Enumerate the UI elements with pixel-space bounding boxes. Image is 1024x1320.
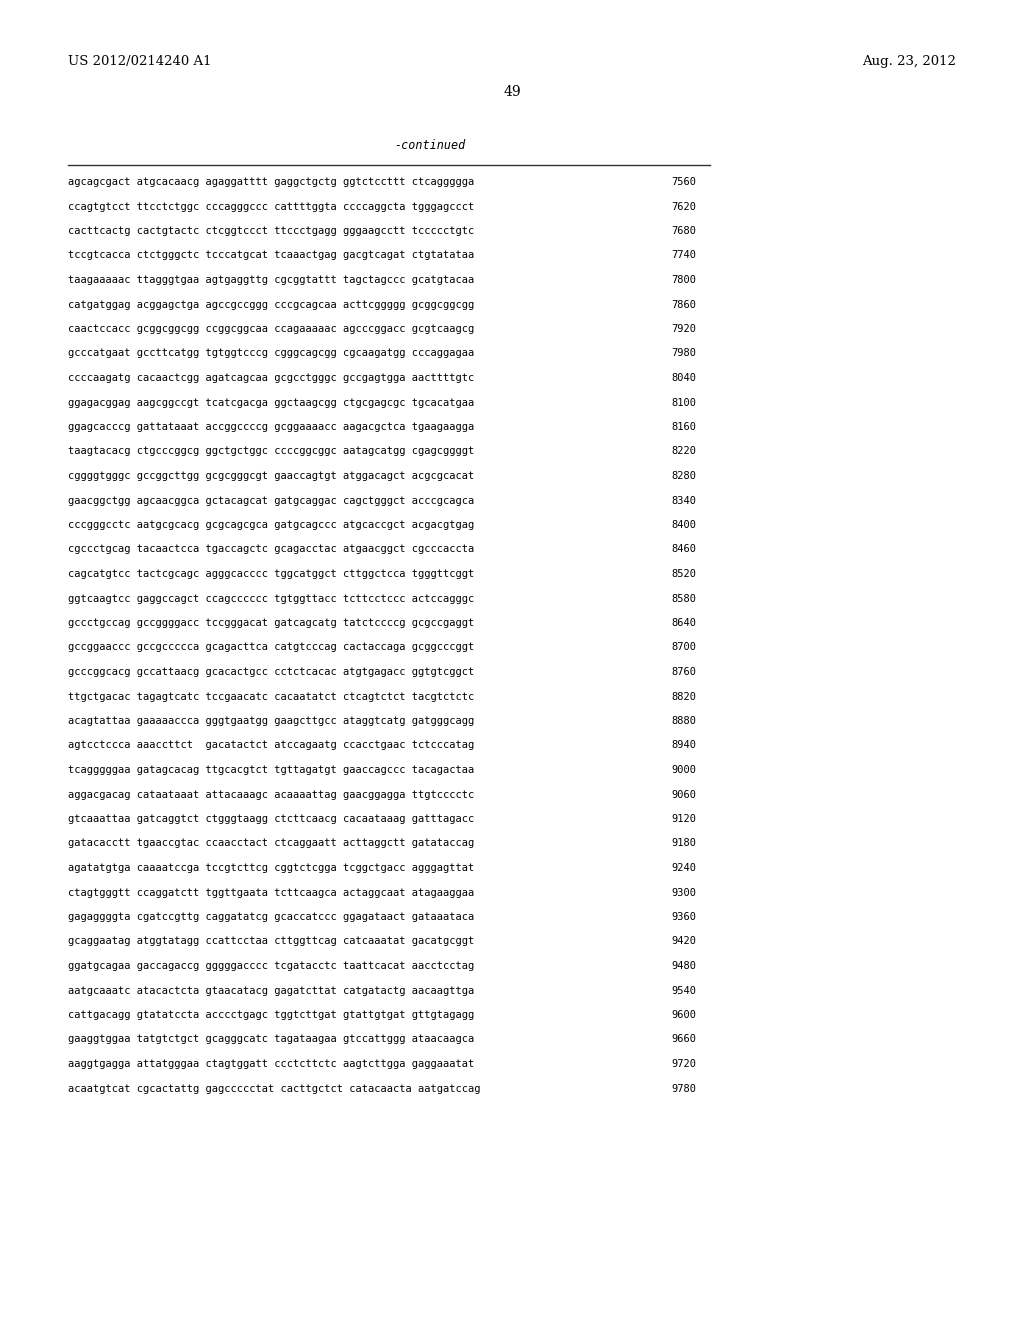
Text: acaatgtcat cgcactattg gagccccctat cacttgctct catacaacta aatgatccag: acaatgtcat cgcactattg gagccccctat cacttg… (68, 1084, 480, 1093)
Text: cgccctgcag tacaactcca tgaccagctc gcagacctac atgaacggct cgcccaccta: cgccctgcag tacaactcca tgaccagctc gcagacc… (68, 544, 474, 554)
Text: 8400: 8400 (671, 520, 696, 531)
Text: 7560: 7560 (671, 177, 696, 187)
Text: 9720: 9720 (671, 1059, 696, 1069)
Text: US 2012/0214240 A1: US 2012/0214240 A1 (68, 55, 212, 69)
Text: gatacacctt tgaaccgtac ccaacctact ctcaggaatt acttaggctt gatataccag: gatacacctt tgaaccgtac ccaacctact ctcagga… (68, 838, 474, 849)
Text: 8700: 8700 (671, 643, 696, 652)
Text: ggagacggag aagcggccgt tcatcgacga ggctaagcgg ctgcgagcgc tgcacatgaa: ggagacggag aagcggccgt tcatcgacga ggctaag… (68, 397, 474, 408)
Text: 7800: 7800 (671, 275, 696, 285)
Text: Aug. 23, 2012: Aug. 23, 2012 (862, 55, 956, 69)
Text: gcccggcacg gccattaacg gcacactgcc cctctcacac atgtgagacc ggtgtcggct: gcccggcacg gccattaacg gcacactgcc cctctca… (68, 667, 474, 677)
Text: 9000: 9000 (671, 766, 696, 775)
Text: 8880: 8880 (671, 715, 696, 726)
Text: 7620: 7620 (671, 202, 696, 211)
Text: 9420: 9420 (671, 936, 696, 946)
Text: 9660: 9660 (671, 1035, 696, 1044)
Text: gccggaaccc gccgccccca gcagacttca catgtcccag cactaccaga gcggcccggt: gccggaaccc gccgccccca gcagacttca catgtcc… (68, 643, 474, 652)
Text: 9540: 9540 (671, 986, 696, 995)
Text: tcagggggaa gatagcacag ttgcacgtct tgttagatgt gaaccagccc tacagactaa: tcagggggaa gatagcacag ttgcacgtct tgttaga… (68, 766, 474, 775)
Text: gcaggaatag atggtatagg ccattcctaa cttggttcag catcaaatat gacatgcggt: gcaggaatag atggtatagg ccattcctaa cttggtt… (68, 936, 474, 946)
Text: 9060: 9060 (671, 789, 696, 800)
Text: ccccaagatg cacaactcgg agatcagcaa gcgcctgggc gccgagtgga aacttttgtc: ccccaagatg cacaactcgg agatcagcaa gcgcctg… (68, 374, 474, 383)
Text: 8280: 8280 (671, 471, 696, 480)
Text: 8940: 8940 (671, 741, 696, 751)
Text: 8820: 8820 (671, 692, 696, 701)
Text: 7980: 7980 (671, 348, 696, 359)
Text: 8580: 8580 (671, 594, 696, 603)
Text: ggatgcagaa gaccagaccg gggggacccc tcgatacctc taattcacat aacctcctag: ggatgcagaa gaccagaccg gggggacccc tcgatac… (68, 961, 474, 972)
Text: 49: 49 (503, 84, 521, 99)
Text: 7740: 7740 (671, 251, 696, 260)
Text: 7920: 7920 (671, 323, 696, 334)
Text: cccgggcctc aatgcgcacg gcgcagcgca gatgcagccc atgcaccgct acgacgtgag: cccgggcctc aatgcgcacg gcgcagcgca gatgcag… (68, 520, 474, 531)
Text: taagaaaaac ttagggtgaa agtgaggttg cgcggtattt tagctagccc gcatgtacaa: taagaaaaac ttagggtgaa agtgaggttg cgcggta… (68, 275, 474, 285)
Text: cggggtgggc gccggcttgg gcgcgggcgt gaaccagtgt atggacagct acgcgcacat: cggggtgggc gccggcttgg gcgcgggcgt gaaccag… (68, 471, 474, 480)
Text: 8640: 8640 (671, 618, 696, 628)
Text: 9120: 9120 (671, 814, 696, 824)
Text: ctagtgggtt ccaggatctt tggttgaata tcttcaagca actaggcaat atagaaggaa: ctagtgggtt ccaggatctt tggttgaata tcttcaa… (68, 887, 474, 898)
Text: cagcatgtcc tactcgcagc agggcacccc tggcatggct cttggctcca tgggttcggt: cagcatgtcc tactcgcagc agggcacccc tggcatg… (68, 569, 474, 579)
Text: agatatgtga caaaatccga tccgtcttcg cggtctcgga tcggctgacc agggagttat: agatatgtga caaaatccga tccgtcttcg cggtctc… (68, 863, 474, 873)
Text: tccgtcacca ctctgggctc tcccatgcat tcaaactgag gacgtcagat ctgtatataa: tccgtcacca ctctgggctc tcccatgcat tcaaact… (68, 251, 474, 260)
Text: 9480: 9480 (671, 961, 696, 972)
Text: gcccatgaat gccttcatgg tgtggtcccg cgggcagcgg cgcaagatgg cccaggagaa: gcccatgaat gccttcatgg tgtggtcccg cgggcag… (68, 348, 474, 359)
Text: 7860: 7860 (671, 300, 696, 309)
Text: 8160: 8160 (671, 422, 696, 432)
Text: 8340: 8340 (671, 495, 696, 506)
Text: 9360: 9360 (671, 912, 696, 921)
Text: ggtcaagtcc gaggccagct ccagcccccc tgtggttacc tcttcctccc actccagggc: ggtcaagtcc gaggccagct ccagcccccc tgtggtt… (68, 594, 474, 603)
Text: agcagcgact atgcacaacg agaggatttt gaggctgctg ggtctccttt ctcaggggga: agcagcgact atgcacaacg agaggatttt gaggctg… (68, 177, 474, 187)
Text: 7680: 7680 (671, 226, 696, 236)
Text: gagaggggta cgatccgttg caggatatcg gcaccatccc ggagataact gataaataca: gagaggggta cgatccgttg caggatatcg gcaccat… (68, 912, 474, 921)
Text: gccctgccag gccggggacc tccgggacat gatcagcatg tatctccccg gcgccgaggt: gccctgccag gccggggacc tccgggacat gatcagc… (68, 618, 474, 628)
Text: cattgacagg gtatatccta acccctgagc tggtcttgat gtattgtgat gttgtagagg: cattgacagg gtatatccta acccctgagc tggtctt… (68, 1010, 474, 1020)
Text: aaggtgagga attatgggaa ctagtggatt ccctcttctc aagtcttgga gaggaaatat: aaggtgagga attatgggaa ctagtggatt ccctctt… (68, 1059, 474, 1069)
Text: 8760: 8760 (671, 667, 696, 677)
Text: 8460: 8460 (671, 544, 696, 554)
Text: 9600: 9600 (671, 1010, 696, 1020)
Text: aatgcaaatc atacactcta gtaacatacg gagatcttat catgatactg aacaagttga: aatgcaaatc atacactcta gtaacatacg gagatct… (68, 986, 474, 995)
Text: 9780: 9780 (671, 1084, 696, 1093)
Text: 9240: 9240 (671, 863, 696, 873)
Text: -continued: -continued (394, 139, 466, 152)
Text: ccagtgtcct ttcctctggc cccagggccc cattttggta ccccaggcta tgggagccct: ccagtgtcct ttcctctggc cccagggccc cattttg… (68, 202, 474, 211)
Text: gaaggtggaa tatgtctgct gcagggcatc tagataagaa gtccattggg ataacaagca: gaaggtggaa tatgtctgct gcagggcatc tagataa… (68, 1035, 474, 1044)
Text: acagtattaa gaaaaaccca gggtgaatgg gaagcttgcc ataggtcatg gatgggcagg: acagtattaa gaaaaaccca gggtgaatgg gaagctt… (68, 715, 474, 726)
Text: taagtacacg ctgcccggcg ggctgctggc ccccggcggc aatagcatgg cgagcggggt: taagtacacg ctgcccggcg ggctgctggc ccccggc… (68, 446, 474, 457)
Text: 8100: 8100 (671, 397, 696, 408)
Text: caactccacc gcggcggcgg ccggcggcaa ccagaaaaac agcccggacc gcgtcaagcg: caactccacc gcggcggcgg ccggcggcaa ccagaaa… (68, 323, 474, 334)
Text: 9180: 9180 (671, 838, 696, 849)
Text: 8520: 8520 (671, 569, 696, 579)
Text: 8220: 8220 (671, 446, 696, 457)
Text: cacttcactg cactgtactc ctcggtccct ttccctgagg gggaagcctt tccccctgtc: cacttcactg cactgtactc ctcggtccct ttccctg… (68, 226, 474, 236)
Text: aggacgacag cataataaat attacaaagc acaaaattag gaacggagga ttgtcccctc: aggacgacag cataataaat attacaaagc acaaaat… (68, 789, 474, 800)
Text: catgatggag acggagctga agccgccggg cccgcagcaa acttcggggg gcggcggcgg: catgatggag acggagctga agccgccggg cccgcag… (68, 300, 474, 309)
Text: gtcaaattaa gatcaggtct ctgggtaagg ctcttcaacg cacaataaag gatttagacc: gtcaaattaa gatcaggtct ctgggtaagg ctcttca… (68, 814, 474, 824)
Text: agtcctccca aaaccttct  gacatactct atccagaatg ccacctgaac tctcccatag: agtcctccca aaaccttct gacatactct atccagaa… (68, 741, 474, 751)
Text: ggagcacccg gattataaat accggccccg gcggaaaacc aagacgctca tgaagaagga: ggagcacccg gattataaat accggccccg gcggaaa… (68, 422, 474, 432)
Text: ttgctgacac tagagtcatc tccgaacatc cacaatatct ctcagtctct tacgtctctc: ttgctgacac tagagtcatc tccgaacatc cacaata… (68, 692, 474, 701)
Text: gaacggctgg agcaacggca gctacagcat gatgcaggac cagctgggct acccgcagca: gaacggctgg agcaacggca gctacagcat gatgcag… (68, 495, 474, 506)
Text: 9300: 9300 (671, 887, 696, 898)
Text: 8040: 8040 (671, 374, 696, 383)
